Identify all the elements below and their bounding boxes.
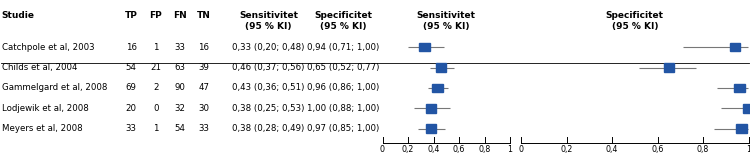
Text: Catchpole et al, 2003: Catchpole et al, 2003 [2,43,94,52]
Text: 33: 33 [126,124,136,133]
Text: FN: FN [173,11,187,20]
Text: 54: 54 [175,124,185,133]
FancyBboxPatch shape [426,124,436,133]
Text: 0,2: 0,2 [560,145,573,154]
Text: 0,38 (0,25; 0,53): 0,38 (0,25; 0,53) [232,104,304,113]
Text: 0,2: 0,2 [402,145,414,154]
FancyBboxPatch shape [734,84,745,92]
Text: 0,4: 0,4 [427,145,439,154]
Text: 0,8: 0,8 [478,145,490,154]
Text: 0: 0 [380,145,385,154]
Text: 16: 16 [199,43,209,52]
Text: Meyers et al, 2008: Meyers et al, 2008 [2,124,82,133]
Text: 0,33 (0,20; 0,48): 0,33 (0,20; 0,48) [232,43,304,52]
Text: Gammelgard et al, 2008: Gammelgard et al, 2008 [2,83,106,92]
Text: 1: 1 [153,43,159,52]
Text: 0,97 (0,85; 1,00): 0,97 (0,85; 1,00) [308,124,380,133]
Text: Sensitivitet
(95 % KI): Sensitivitet (95 % KI) [417,11,476,31]
Text: 1: 1 [153,124,159,133]
Text: 90: 90 [175,83,185,92]
FancyBboxPatch shape [436,63,446,72]
Text: 32: 32 [175,104,185,113]
FancyBboxPatch shape [426,104,436,113]
Text: Studie: Studie [2,11,34,20]
Text: Specificitet
(95 % KI): Specificitet (95 % KI) [314,11,373,31]
Text: 1: 1 [746,145,750,154]
Text: FP: FP [149,11,162,20]
Text: 0,38 (0,28; 0,49): 0,38 (0,28; 0,49) [232,124,304,133]
Text: 33: 33 [175,43,185,52]
Text: 63: 63 [175,63,185,72]
Text: Sensitivitet
(95 % KI): Sensitivitet (95 % KI) [239,11,298,31]
Text: 0: 0 [153,104,159,113]
Text: 2: 2 [153,83,159,92]
Text: Childs et al, 2004: Childs et al, 2004 [2,63,77,72]
FancyBboxPatch shape [736,124,747,133]
Text: 0,46 (0,37; 0,56): 0,46 (0,37; 0,56) [232,63,304,72]
Text: 0,8: 0,8 [697,145,709,154]
Text: Specificitet
(95 % KI): Specificitet (95 % KI) [606,11,664,31]
Text: 0,6: 0,6 [453,145,465,154]
Text: 0,96 (0,86; 1,00): 0,96 (0,86; 1,00) [308,83,380,92]
FancyBboxPatch shape [432,84,442,92]
Text: 1,00 (0,88; 1,00): 1,00 (0,88; 1,00) [308,104,380,113]
Text: 0,65 (0,52; 0,77): 0,65 (0,52; 0,77) [308,63,380,72]
Text: Lodjewik et al, 2008: Lodjewik et al, 2008 [2,104,88,113]
FancyBboxPatch shape [743,104,750,113]
Text: 0,6: 0,6 [652,145,664,154]
Text: 54: 54 [126,63,136,72]
FancyBboxPatch shape [730,43,740,51]
Text: 39: 39 [199,63,209,72]
Text: 69: 69 [126,83,136,92]
Text: 20: 20 [126,104,136,113]
Text: 0,43 (0,36; 0,51): 0,43 (0,36; 0,51) [232,83,304,92]
Text: 16: 16 [126,43,136,52]
Text: 21: 21 [151,63,161,72]
Text: 1: 1 [508,145,512,154]
Text: TP: TP [124,11,138,20]
Text: 30: 30 [199,104,209,113]
Text: 0: 0 [519,145,524,154]
FancyBboxPatch shape [419,43,430,51]
FancyBboxPatch shape [664,63,674,72]
Text: 0,4: 0,4 [606,145,618,154]
Text: 33: 33 [199,124,209,133]
Text: 0,94 (0,71; 1,00): 0,94 (0,71; 1,00) [308,43,380,52]
Text: TN: TN [197,11,211,20]
Text: 47: 47 [199,83,209,92]
